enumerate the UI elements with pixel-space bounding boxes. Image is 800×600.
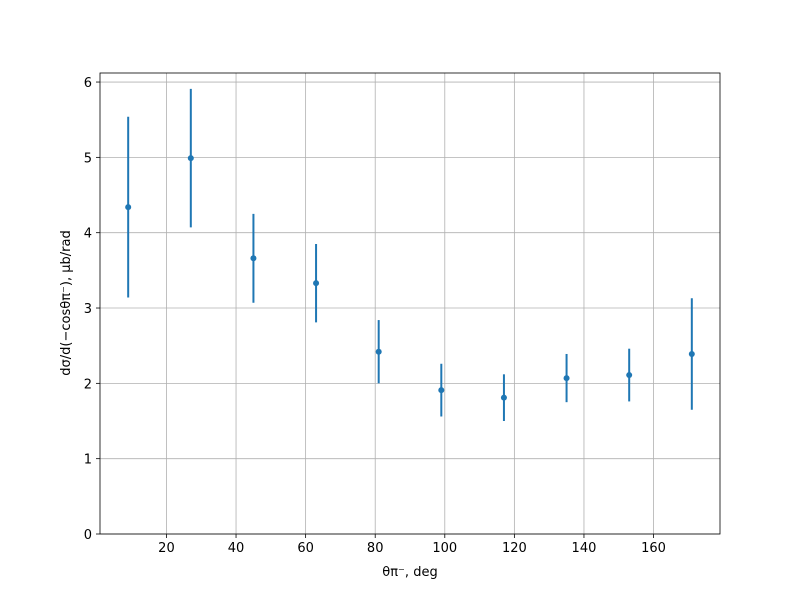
plot-frame bbox=[99, 72, 721, 535]
y-tick-label: 5 bbox=[84, 151, 92, 166]
point bbox=[187, 155, 194, 162]
point bbox=[563, 375, 570, 382]
y-tick-label: 3 bbox=[84, 302, 92, 317]
y-tick-label: 4 bbox=[84, 227, 92, 242]
y-axis-label: dσ/d(−cosθπ⁻), μb/rad bbox=[59, 230, 74, 375]
point bbox=[500, 394, 507, 401]
x-tick-label: 20 bbox=[158, 541, 175, 556]
x-tick-label: 100 bbox=[432, 541, 457, 556]
point bbox=[125, 204, 132, 211]
y-tick-label: 0 bbox=[84, 528, 92, 543]
x-tick-label: 120 bbox=[502, 541, 527, 556]
x-tick-label: 160 bbox=[641, 541, 666, 556]
y-tick-label: 1 bbox=[84, 453, 92, 468]
point bbox=[688, 350, 695, 357]
point bbox=[250, 255, 257, 262]
x-tick-label: 140 bbox=[572, 541, 597, 556]
y-tick-label: 2 bbox=[84, 377, 92, 392]
x-tick-label: 60 bbox=[297, 541, 314, 556]
point bbox=[375, 348, 382, 355]
point bbox=[438, 387, 445, 394]
point bbox=[313, 280, 320, 287]
x-tick-label: 80 bbox=[367, 541, 384, 556]
x-tick-label: 40 bbox=[228, 541, 245, 556]
point bbox=[626, 372, 633, 379]
y-tick-label: 6 bbox=[84, 76, 92, 91]
x-axis-label: θπ⁻, deg bbox=[382, 565, 437, 580]
